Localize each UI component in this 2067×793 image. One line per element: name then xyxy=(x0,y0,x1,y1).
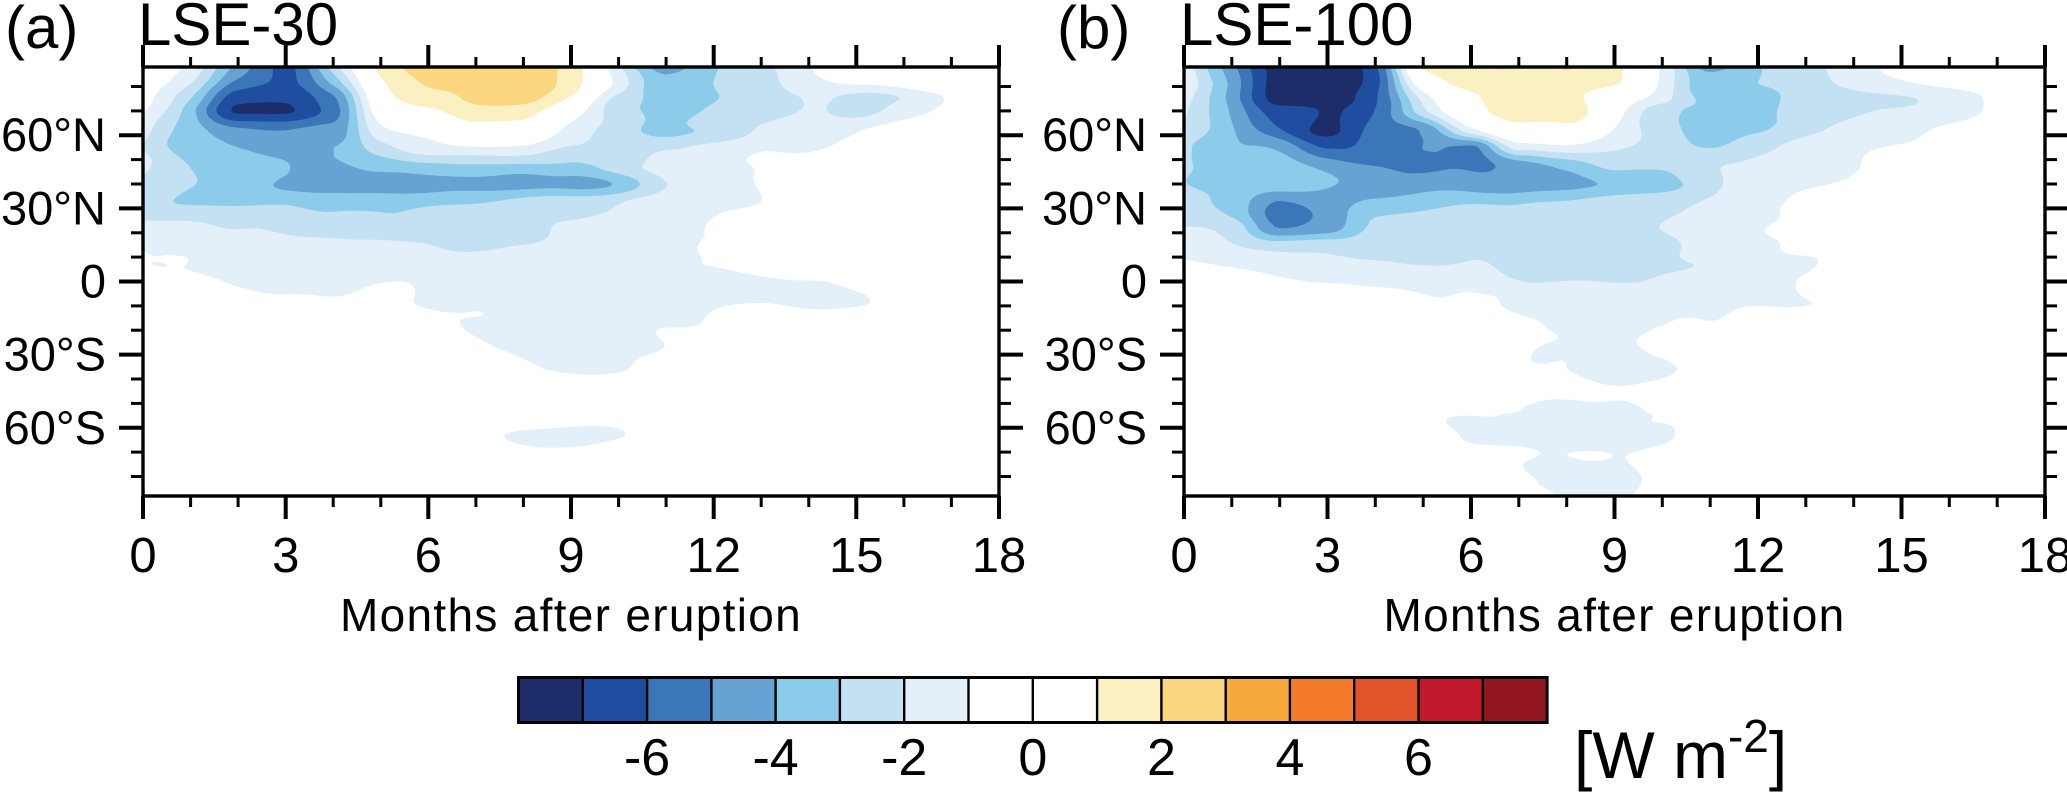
svg-text:15: 15 xyxy=(1874,529,1929,583)
svg-text:15: 15 xyxy=(829,529,884,583)
svg-text:60°S: 60°S xyxy=(1045,401,1147,454)
svg-text:(a): (a) xyxy=(5,0,78,61)
svg-text:3: 3 xyxy=(272,529,299,583)
svg-text:18: 18 xyxy=(2018,529,2067,583)
svg-text:3: 3 xyxy=(1314,529,1341,583)
svg-text:9: 9 xyxy=(557,529,584,583)
svg-text:60°N: 60°N xyxy=(1,108,106,161)
svg-text:[W m-2]: [W m-2] xyxy=(1574,710,1787,792)
svg-text:-2: -2 xyxy=(881,729,927,787)
svg-text:12: 12 xyxy=(1731,529,1786,583)
svg-text:6: 6 xyxy=(415,529,442,583)
svg-text:Months after eruption: Months after eruption xyxy=(1384,589,1846,641)
svg-text:-4: -4 xyxy=(752,729,798,787)
svg-text:30°N: 30°N xyxy=(1,181,106,234)
svg-text:0: 0 xyxy=(1170,529,1197,583)
svg-text:4: 4 xyxy=(1275,729,1304,787)
svg-text:30°N: 30°N xyxy=(1042,181,1147,234)
svg-text:0: 0 xyxy=(80,255,106,308)
svg-text:(b): (b) xyxy=(1057,0,1130,61)
svg-text:12: 12 xyxy=(686,529,741,583)
svg-text:60°S: 60°S xyxy=(4,401,106,454)
svg-text:9: 9 xyxy=(1601,529,1628,583)
svg-text:0: 0 xyxy=(1121,255,1147,308)
svg-text:-6: -6 xyxy=(624,729,670,787)
svg-text:60°N: 60°N xyxy=(1042,108,1147,161)
svg-text:30°S: 30°S xyxy=(4,328,106,381)
svg-text:Months after eruption: Months after eruption xyxy=(340,589,802,641)
svg-text:LSE-100: LSE-100 xyxy=(1180,0,1414,58)
svg-text:0: 0 xyxy=(1018,729,1047,787)
svg-text:18: 18 xyxy=(972,529,1027,583)
svg-text:2: 2 xyxy=(1147,729,1176,787)
svg-text:6: 6 xyxy=(1404,729,1433,787)
svg-text:LSE-30: LSE-30 xyxy=(138,0,338,58)
svg-text:30°S: 30°S xyxy=(1045,328,1147,381)
svg-text:6: 6 xyxy=(1457,529,1484,583)
svg-text:0: 0 xyxy=(129,529,156,583)
